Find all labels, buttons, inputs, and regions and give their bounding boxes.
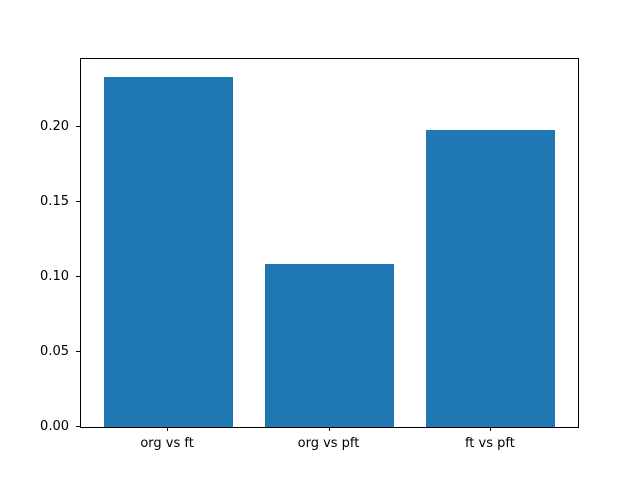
y-tick-label: 0.20: [40, 118, 69, 134]
x-tick-mark: [489, 427, 491, 431]
x-tick-label: ft vs pft: [464, 436, 515, 451]
x-tick-label: org vs ft: [140, 436, 194, 451]
bar-org-vs-ft: [103, 76, 233, 427]
plot-area: [80, 58, 579, 428]
y-tick-label: 0.00: [40, 418, 69, 434]
x-tick-mark: [328, 427, 330, 431]
bar-org-vs-pft: [265, 263, 395, 427]
y-tick-mark: [76, 351, 80, 353]
y-tick-label: 0.10: [40, 268, 69, 284]
y-tick-label: 0.15: [40, 193, 69, 209]
x-tick-mark: [167, 427, 169, 431]
y-tick-mark: [76, 426, 80, 427]
bar-ft-vs-pft: [426, 130, 556, 427]
y-tick-mark: [76, 276, 80, 278]
y-tick-mark: [76, 126, 80, 128]
y-tick-mark: [76, 201, 80, 203]
x-tick-label: org vs pft: [297, 436, 360, 451]
y-tick-label: 0.05: [40, 343, 69, 359]
